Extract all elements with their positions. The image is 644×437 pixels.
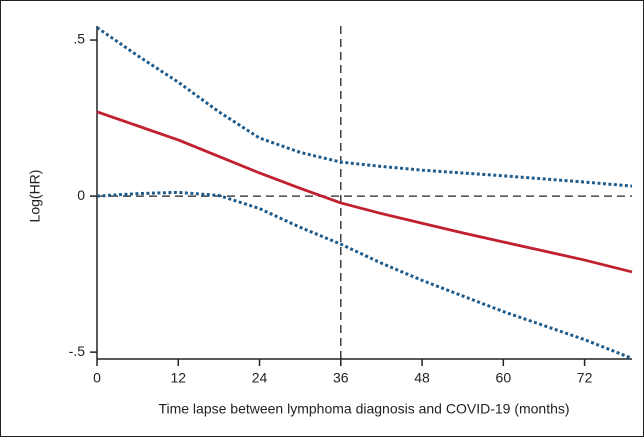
x-tick-label: 48 [414, 370, 430, 386]
x-tick-label: 36 [333, 370, 349, 386]
y-tick-label: .5 [73, 31, 85, 47]
line-series [96, 110, 633, 274]
x-tick-label: 12 [170, 370, 186, 386]
y-tick-label: -.5 [69, 343, 86, 359]
x-tick-label: 60 [496, 370, 512, 386]
y-axis-label: Log(HR) [27, 170, 43, 223]
x-tick-label: 72 [577, 370, 593, 386]
line-series [96, 190, 633, 360]
x-tick-label: 0 [93, 370, 101, 386]
line-series [96, 26, 633, 188]
y-tick-label: 0 [77, 187, 85, 203]
x-axis-label: Time lapse between lymphoma diagnosis an… [158, 401, 569, 417]
x-tick-label: 24 [252, 370, 268, 386]
